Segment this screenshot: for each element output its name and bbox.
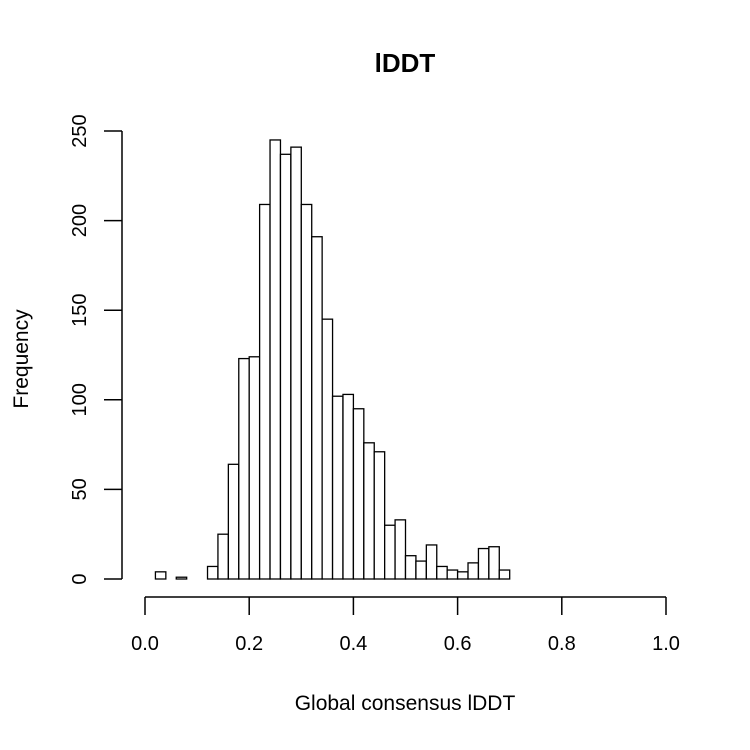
histogram-bar	[446, 569, 459, 580]
x-axis-title: Global consensus lDDT	[295, 692, 516, 715]
histogram-bar	[331, 395, 344, 580]
y-axis: 0 50 100 150 200 250	[69, 114, 123, 585]
histogram-bar	[321, 318, 334, 580]
histogram-bar	[290, 146, 302, 580]
histogram-bar	[436, 565, 448, 580]
histogram-bar	[342, 393, 355, 580]
y-ticks: 0 50 100 150 200 250	[69, 114, 122, 585]
histogram-bar	[456, 571, 469, 580]
x-tick-label: 0.8	[548, 633, 576, 655]
y-axis-title: Frequency	[10, 309, 33, 409]
histogram-bar	[217, 533, 230, 580]
histogram-bar	[425, 544, 438, 580]
histogram-bar	[279, 153, 292, 580]
y-tick-label: 50	[69, 478, 91, 500]
x-tick-label: 0.6	[444, 633, 472, 655]
y-tick-label: 150	[69, 294, 91, 327]
histogram-bar	[311, 236, 323, 580]
y-tick-label: 250	[69, 114, 91, 147]
x-tick-label: 0.4	[339, 633, 367, 655]
histogram-bar	[415, 560, 427, 580]
histogram-bar	[373, 451, 386, 580]
histogram-bar	[477, 547, 490, 580]
histogram-bar	[238, 357, 250, 580]
histogram-bar	[154, 571, 167, 580]
histogram-bar	[269, 139, 282, 580]
x-axis: 0.0 0.2 0.4 0.6 0.8 1.0	[131, 596, 680, 655]
x-tick-label: 0.2	[235, 633, 263, 655]
histogram-bar	[206, 565, 219, 580]
x-tick-label: 1.0	[652, 633, 680, 655]
histogram-bar	[363, 442, 375, 580]
histogram-bar	[394, 519, 407, 580]
x-ticks: 0.0 0.2 0.4 0.6 0.8 1.0	[131, 597, 680, 655]
histogram-bar	[498, 569, 511, 580]
histogram-bar	[248, 356, 261, 580]
histogram-bar	[227, 463, 240, 580]
histogram-bar	[384, 524, 396, 580]
histogram-bar	[300, 203, 313, 580]
y-tick-label: 100	[69, 383, 91, 416]
y-tick-label: 200	[69, 204, 91, 237]
histogram-bar	[488, 546, 500, 580]
histogram-bar	[404, 555, 417, 580]
chart-title: lDDT	[375, 48, 436, 78]
y-tick-label: 0	[69, 573, 91, 584]
histogram-bar	[258, 203, 271, 580]
histogram-bars	[154, 139, 511, 580]
x-tick-label: 0.0	[131, 633, 159, 655]
histogram-bar	[175, 576, 188, 580]
histogram-bar	[467, 562, 480, 580]
histogram-bar	[352, 408, 365, 580]
